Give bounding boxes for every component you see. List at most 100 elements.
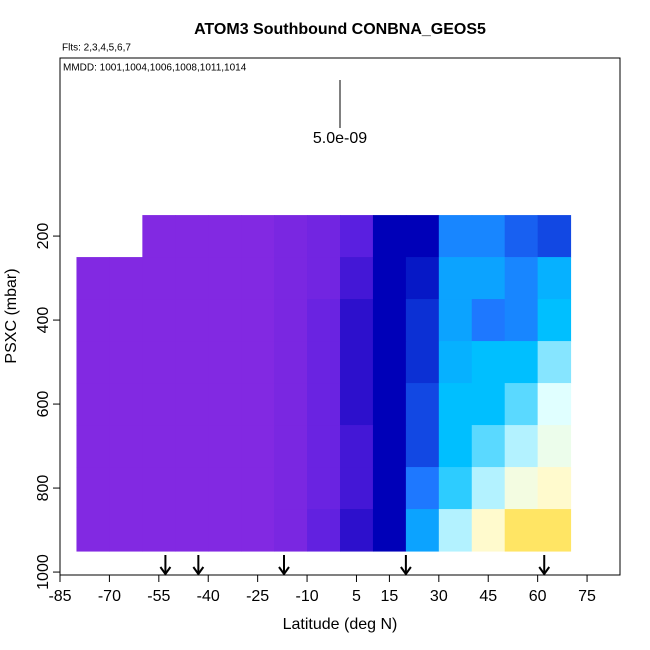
x-tick-label: 60 <box>529 588 547 605</box>
heat-cell <box>76 299 110 342</box>
heat-cell <box>537 467 572 510</box>
y-tick-label: 400 <box>35 307 52 334</box>
heat-cell <box>372 341 407 384</box>
heat-cell <box>241 467 275 510</box>
heat-cell <box>340 215 374 258</box>
x-tick-label: 75 <box>578 588 596 605</box>
heat-cell <box>109 257 143 300</box>
heat-cell <box>340 509 374 552</box>
heat-cell <box>537 299 572 342</box>
heat-cell <box>208 341 242 384</box>
heat-cell <box>109 383 143 426</box>
x-tick-label: 15 <box>381 588 399 605</box>
y-tick-label: 800 <box>35 475 52 502</box>
heat-cell <box>274 425 308 468</box>
chart-title: ATOM3 Southbound CONBNA_GEOS5 <box>194 21 486 38</box>
heat-cell <box>142 383 176 426</box>
heat-cell <box>471 257 506 300</box>
heat-cell <box>307 425 341 468</box>
heat-cell <box>471 299 506 342</box>
heat-cell <box>537 341 572 384</box>
heat-cell <box>537 509 572 552</box>
heat-cell <box>307 215 341 258</box>
heat-cell <box>241 509 275 552</box>
subtitle: Flts: 2,3,4,5,6,7 <box>62 43 131 54</box>
heat-cell <box>504 467 539 510</box>
x-tick-label: 5 <box>352 588 361 605</box>
heat-cell <box>471 341 506 384</box>
heat-cell <box>76 257 110 300</box>
heat-cell <box>208 467 242 510</box>
heat-cell <box>241 299 275 342</box>
heat-cell <box>142 467 176 510</box>
heat-cell <box>307 257 341 300</box>
heat-cell <box>372 257 407 300</box>
heat-cell <box>109 425 143 468</box>
heat-cell <box>340 425 374 468</box>
heat-cell <box>142 509 176 552</box>
heat-cell <box>405 425 440 468</box>
heat-cell <box>405 467 440 510</box>
heat-cell <box>241 341 275 384</box>
heat-cell <box>76 425 110 468</box>
heat-cell <box>340 467 374 510</box>
heat-cell <box>405 215 440 258</box>
heat-cell <box>340 383 374 426</box>
heat-cell <box>142 341 176 384</box>
heat-cell <box>175 467 209 510</box>
heat-cell <box>340 341 374 384</box>
heat-cell <box>438 215 473 258</box>
heat-cell <box>76 341 110 384</box>
heat-cell <box>438 299 473 342</box>
y-tick-label: 200 <box>35 223 52 250</box>
heat-cell <box>175 215 209 258</box>
heat-cell <box>504 215 539 258</box>
heat-cell <box>274 299 308 342</box>
y-tick-label: 600 <box>35 391 52 418</box>
x-tick-label: -70 <box>98 588 121 605</box>
heat-cell <box>175 509 209 552</box>
flight-marker-head <box>278 566 290 576</box>
heat-cell <box>109 299 143 342</box>
heat-cell <box>208 425 242 468</box>
heat-cell <box>438 383 473 426</box>
heat-cell <box>438 341 473 384</box>
heat-cell <box>471 509 506 552</box>
heat-cell <box>340 299 374 342</box>
x-tick-label: -10 <box>295 588 318 605</box>
heat-cell <box>208 215 242 258</box>
heat-cell <box>504 341 539 384</box>
heat-cell <box>208 299 242 342</box>
heat-cell <box>504 383 539 426</box>
heat-cell <box>307 383 341 426</box>
heat-cell <box>504 257 539 300</box>
heat-cell <box>142 299 176 342</box>
heat-cell <box>307 299 341 342</box>
heat-cell <box>142 425 176 468</box>
x-tick-label: -85 <box>48 588 71 605</box>
y-tick-label: 1000 <box>35 554 52 590</box>
heat-cell <box>76 467 110 510</box>
heat-cell <box>274 383 308 426</box>
x-axis-label: Latitude (deg N) <box>283 616 398 633</box>
heat-cell <box>241 383 275 426</box>
heat-cell <box>109 509 143 552</box>
plot-frame <box>59 57 621 576</box>
heat-cell <box>471 467 506 510</box>
heat-cell <box>372 383 407 426</box>
heat-cell <box>372 215 407 258</box>
annotation: MMDD: 1001,1004,1006,1008,1011,1014 <box>63 63 247 74</box>
heat-cell <box>175 425 209 468</box>
heat-cell <box>208 383 242 426</box>
heat-cell <box>274 467 308 510</box>
heat-cell <box>438 257 473 300</box>
x-tick-label: -40 <box>197 588 220 605</box>
heat-cell <box>405 341 440 384</box>
heat-cell <box>274 341 308 384</box>
heat-cell <box>274 257 308 300</box>
heat-cell <box>208 509 242 552</box>
heat-cell <box>471 383 506 426</box>
flight-marker-head <box>400 566 412 576</box>
